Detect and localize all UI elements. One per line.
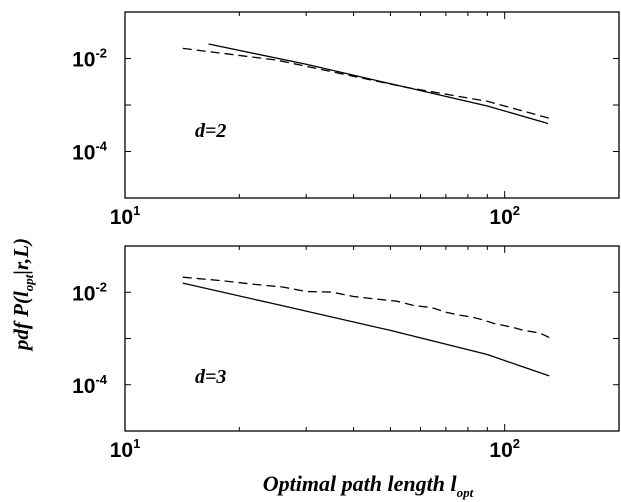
x-axis-title-sub: opt	[457, 485, 474, 500]
x-tick-base: 10	[489, 439, 512, 462]
series-dashed-line	[182, 276, 550, 339]
x-tick-label: 101	[110, 436, 141, 462]
y-tick-label: 10-4	[72, 372, 108, 398]
y-axis-title-sub: opt	[21, 274, 36, 291]
y-tick-base: 10	[72, 49, 95, 72]
series-dashed-line	[182, 47, 550, 119]
y-axis-title: pdf P(lopt|r,L)	[9, 238, 36, 352]
x-tick-exponent: 2	[513, 436, 520, 451]
y-tick-label: 10-2	[72, 279, 107, 305]
x-tick-exponent: 1	[133, 203, 140, 218]
y-tick-exponent: -2	[95, 279, 107, 294]
x-tick-base: 10	[489, 206, 512, 229]
panel-label: d=2	[195, 120, 226, 142]
x-tick-label: 102	[489, 436, 520, 462]
series-solid-line	[208, 43, 549, 125]
y-tick-base: 10	[72, 142, 95, 165]
x-tick-base: 10	[110, 439, 133, 462]
series-solid-line	[182, 282, 550, 377]
y-tick-base: 10	[72, 282, 95, 305]
plot-frame	[124, 245, 620, 432]
x-tick-label: 102	[489, 203, 520, 229]
y-tick-label: 10-2	[72, 46, 107, 72]
y-tick-exponent: -2	[95, 46, 107, 61]
x-axis-title-main: Optimal path length l	[263, 471, 458, 496]
y-tick-label: 10-4	[72, 139, 108, 165]
x-tick-exponent: 1	[133, 436, 140, 451]
panel-label: d=3	[195, 366, 226, 388]
y-tick-base: 10	[72, 375, 95, 398]
y-tick-exponent: -4	[95, 139, 107, 154]
y-axis-title-suffix: |r,L)	[9, 238, 33, 275]
x-axis-title: Optimal path length lopt	[263, 471, 474, 500]
y-axis-title-prefix: pdf P(l	[9, 291, 33, 352]
plot-frame	[124, 11, 620, 199]
y-tick-exponent: -4	[95, 372, 107, 387]
x-tick-label: 101	[110, 203, 141, 229]
x-tick-exponent: 2	[513, 203, 520, 218]
x-tick-base: 10	[110, 206, 133, 229]
